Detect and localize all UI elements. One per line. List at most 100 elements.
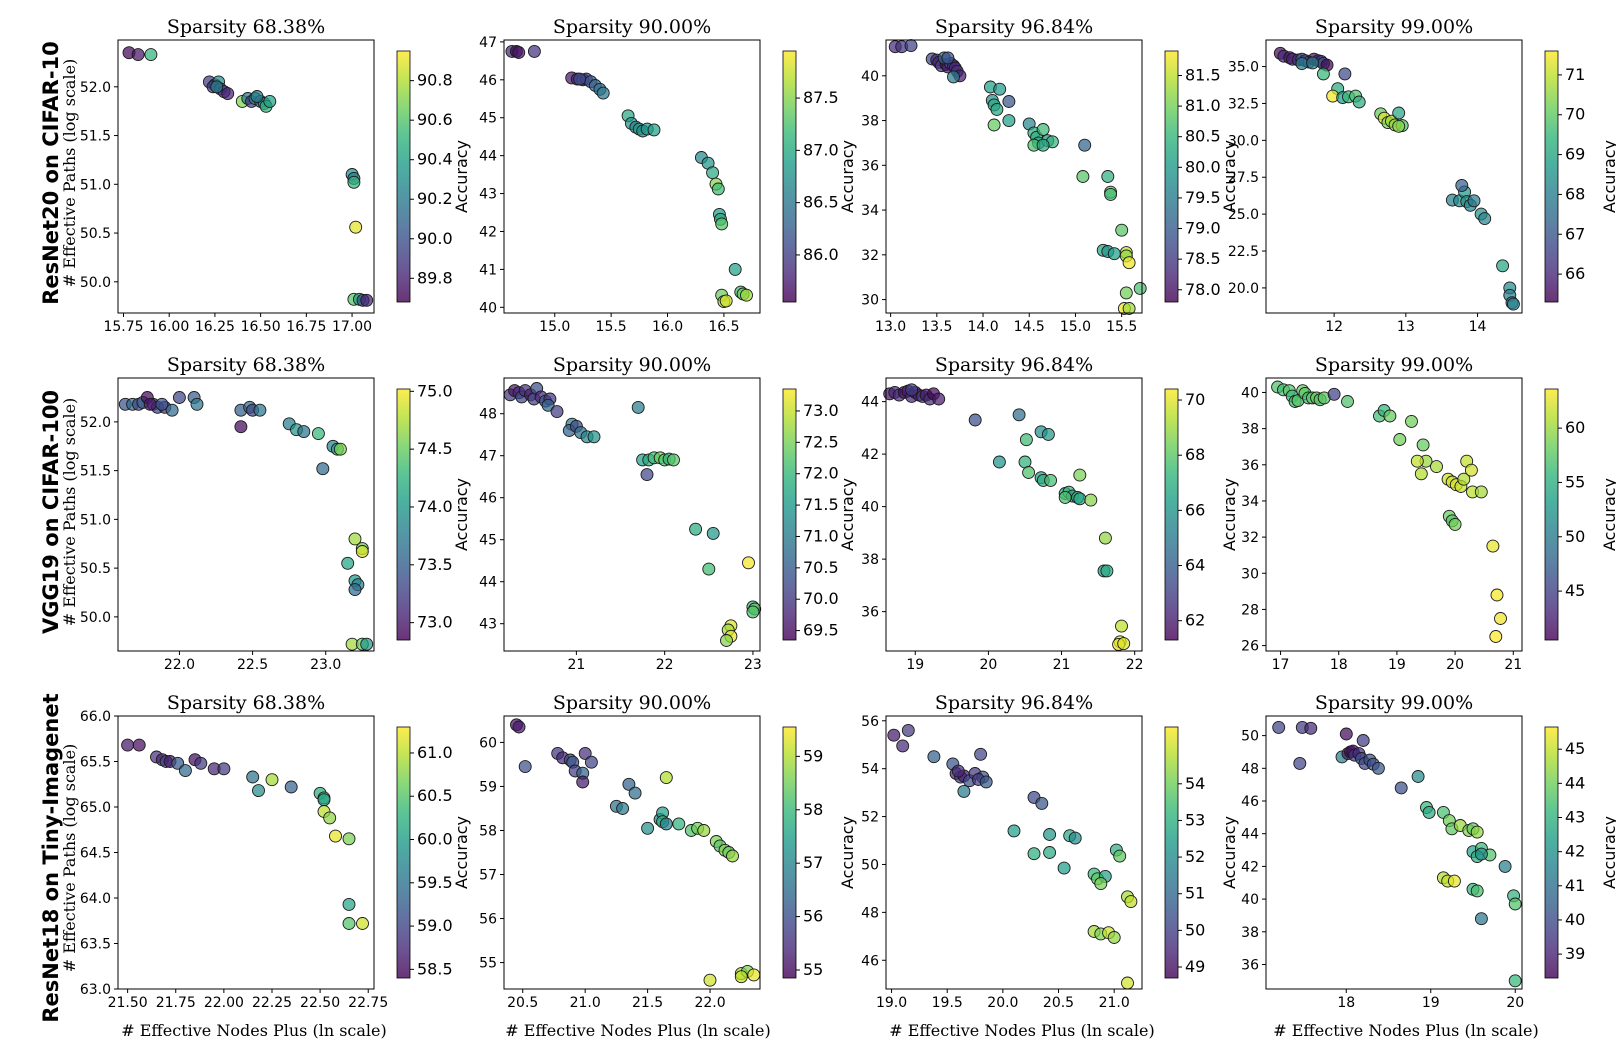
panel-2-1-colorbar-tick-label: 73.0 <box>417 613 453 632</box>
panel-3-3-point <box>1124 895 1138 909</box>
panel-3-2-frame <box>503 715 761 990</box>
panel-1-3-x-tick-label: 15.5 <box>1106 319 1137 335</box>
panel-3-1-point <box>342 917 356 930</box>
panel-3-4-point <box>1508 897 1522 911</box>
panel-2-2-colorbar-tick-label: 71.5 <box>803 495 839 514</box>
panel-1-4-x-tick-label: 12 <box>1325 319 1343 335</box>
panel-1-4-x-tick-label: 14 <box>1469 319 1487 335</box>
panel-1-2-y-tick-label: 40 <box>479 300 497 316</box>
panel-3-4-colorbar-tick-label: 39 <box>1565 944 1585 963</box>
panel-2-2-y-tick-label: 48 <box>479 407 497 423</box>
panel-3-3-point <box>1113 849 1127 863</box>
panel-3-2: Sparsity 90.00% 20.5 21.0 21.5 22.0 55 56 57 58 5… <box>479 692 857 1011</box>
panel-3-2-colorbar-tick-label: 56 <box>803 907 823 926</box>
panel-2-2-point <box>742 556 755 570</box>
panel-1-3-y-tick-label: 34 <box>861 203 879 219</box>
panel-1-2-y-tick-label: 47 <box>479 35 497 51</box>
panel-3-3-colorbar-tick-label: 49 <box>1185 957 1205 976</box>
panel-1-4-colorbar <box>1544 50 1559 303</box>
x-axis-label-col-1: # Effective Nodes Plus (ln scale) <box>121 1021 387 1040</box>
panel-3-4-point <box>1356 734 1370 747</box>
panel-2-2-points <box>503 382 762 647</box>
panel-3-2-point <box>659 817 673 831</box>
panel-1-2-point <box>715 217 729 231</box>
panel-3-3-point <box>1043 846 1057 859</box>
panel-1-4-x-tick-label: 13 <box>1397 319 1415 335</box>
panel-1-4-frame <box>1265 39 1523 314</box>
panel-3-1-point <box>194 756 208 770</box>
panel-1-1-point <box>263 94 277 108</box>
panel-2-3-colorbar-label: Accuracy <box>1220 478 1239 551</box>
panel-1-3-y-tick-label: 40 <box>861 69 879 85</box>
panel-1-2-y-tick-label: 46 <box>479 73 497 89</box>
panel-1-1-point <box>360 293 374 307</box>
panel-1-4-colorbar-tick-label: 70 <box>1565 105 1585 124</box>
panel-3-4-point <box>1470 884 1484 898</box>
panel-2-4-colorbar-tick-label: 55 <box>1565 472 1585 491</box>
panel-3-2-y-tick-label: 56 <box>479 912 497 928</box>
x-axis-label-col-2: # Effective Nodes Plus (ln scale) <box>505 1021 771 1040</box>
panel-2-4-point <box>1327 387 1341 401</box>
panel-1-4-point <box>1306 56 1320 70</box>
panel-3-3-x-tick-label: 21.0 <box>1099 995 1130 1011</box>
panel-2-1-y-tick-label: 52.0 <box>80 415 111 431</box>
panel-3-2-colorbar-tick-label: 58 <box>803 800 823 819</box>
panel-2-2-point <box>706 526 720 540</box>
panel-1-1-colorbar-tick-label: 89.8 <box>417 268 453 287</box>
panel-2-4-x-tick-label: 20 <box>1446 657 1464 673</box>
panel-3-1-x-tick-label: 22.75 <box>348 995 388 1011</box>
panel-3-1-point <box>323 811 337 825</box>
panel-3-2-x-tick-label: 22.0 <box>694 995 725 1011</box>
panel-3-2-point <box>734 970 748 984</box>
panel-2-3-x-tick-label: 20 <box>979 657 997 673</box>
panel-2-4-x-tick-label: 19 <box>1388 657 1406 673</box>
panel-2-1-point <box>333 442 347 456</box>
panel-2-3-point <box>1100 564 1114 578</box>
panel-3-3-colorbar-tick-label: 54 <box>1185 774 1205 793</box>
panel-3-1-point <box>246 770 260 784</box>
panel-3-3-point <box>1043 828 1057 841</box>
panel-3-1-y-tick-label: 63.5 <box>80 937 111 953</box>
panel-1-2-x-tick-label: 16.5 <box>708 319 739 335</box>
panel-3-3-point <box>1068 831 1082 845</box>
panel-1-3-y-tick-label: 38 <box>861 114 879 130</box>
panel-3-1-colorbar-tick-label: 59.0 <box>417 916 453 935</box>
panel-2-4-y-tick-label: 30 <box>1241 566 1259 582</box>
panel-2-1-x-tick-label: 22.5 <box>237 657 268 673</box>
panel-1-3-y-tick-label: 36 <box>861 158 879 174</box>
panel-1-4-colorbar-tick-label: 66 <box>1565 264 1585 283</box>
panel-1-2-point <box>719 294 733 308</box>
panel-3-1-y-tick-label: 64.5 <box>80 846 111 862</box>
panel-3-2-point <box>641 821 655 835</box>
panel-3-2-point <box>697 824 711 837</box>
panel-2-4-colorbar-tick-label: 60 <box>1565 418 1585 437</box>
panel-2-2-colorbar-tick-label: 72.0 <box>803 464 839 483</box>
panel-1-2-y-tick-label: 41 <box>479 262 497 278</box>
panel-3-1-y-tick-label: 65.0 <box>80 800 111 816</box>
panel-3-3-x-tick-label: 19.0 <box>876 995 907 1011</box>
panel-2-1-y-tick-label: 51.0 <box>80 512 111 528</box>
panel-1-3-point <box>1036 123 1050 136</box>
panel-1-3-point <box>1036 138 1050 152</box>
panel-1-4-point <box>1467 194 1481 208</box>
panel-3-3-y-tick-label: 56 <box>861 714 879 730</box>
panel-1-4-y-tick-label: 30.0 <box>1228 133 1259 149</box>
panel-3-1-point <box>342 832 356 846</box>
panel-3-1-colorbar-tick-label: 60.0 <box>417 830 453 849</box>
panel-1-1-point <box>144 48 158 62</box>
panel-1-1-y-tick-label: 51.5 <box>80 129 111 145</box>
panel-3-3-point <box>887 728 901 742</box>
panel-3-1: Sparsity 68.38% 21.50 21.75 22.00 22.25 22.50… <box>80 692 471 1011</box>
panel-3-4-point <box>1339 727 1353 741</box>
panel-3-4-point <box>1293 756 1307 770</box>
panel-2-4-point <box>1410 454 1424 468</box>
panel-1-2-point <box>711 182 725 196</box>
panel-1-4-point <box>1392 106 1406 120</box>
panel-2-3-point <box>1073 468 1087 482</box>
panel-3-4-point <box>1447 874 1461 888</box>
panel-1-1-colorbar-tick-label: 90.4 <box>417 150 453 169</box>
panel-3-4-x-tick-label: 19 <box>1422 995 1440 1011</box>
panel-1-4-point <box>1338 67 1352 81</box>
panel-2-3-point <box>1012 408 1026 422</box>
